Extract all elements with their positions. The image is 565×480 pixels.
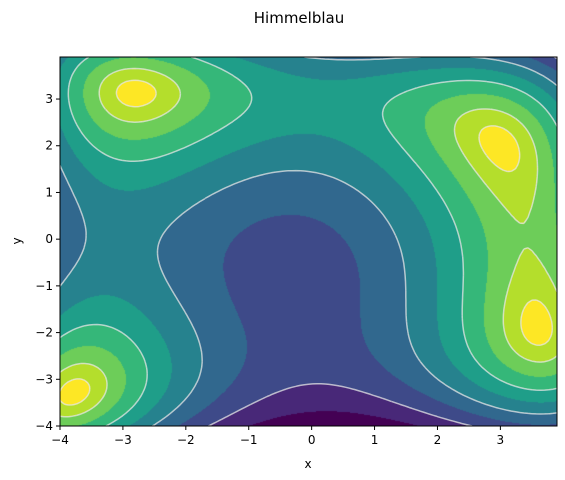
y-tick-label: −1: [35, 279, 53, 293]
x-axis: −4 −3 −2 −1 0 1 2 3: [51, 426, 504, 447]
plot-area: [59, 56, 558, 427]
y-tick-label: −2: [35, 326, 53, 340]
x-axis-label: x: [304, 457, 311, 471]
x-tick-label: −2: [177, 433, 195, 447]
y-axis: −4 −3 −2 −1 0 1 2 3: [35, 92, 60, 433]
x-tick-label: −4: [51, 433, 69, 447]
y-tick-label: 2: [45, 139, 53, 153]
y-tick-label: 0: [45, 232, 53, 246]
contour-line-2: [60, 57, 557, 426]
x-tick-label: 0: [308, 433, 316, 447]
contour-lines: [60, 57, 557, 426]
x-tick-label: 2: [434, 433, 442, 447]
plot-frame: [59, 56, 558, 427]
x-tick-label: 1: [371, 433, 379, 447]
contour-line-3: [60, 57, 557, 426]
contour-line-5: [60, 79, 554, 406]
x-tick-label: −1: [240, 433, 258, 447]
chart-title: Himmelblau: [254, 9, 344, 27]
contour-fill-image: [60, 57, 557, 426]
y-tick-label: −4: [35, 419, 53, 433]
y-tick-label: 1: [45, 185, 53, 199]
y-axis-label: y: [10, 237, 24, 244]
y-tick-label: 3: [45, 92, 53, 106]
y-tick-label: −3: [35, 372, 53, 386]
x-tick-label: −3: [114, 433, 132, 447]
x-tick-label: 3: [497, 433, 505, 447]
contour-line-4: [60, 67, 557, 418]
